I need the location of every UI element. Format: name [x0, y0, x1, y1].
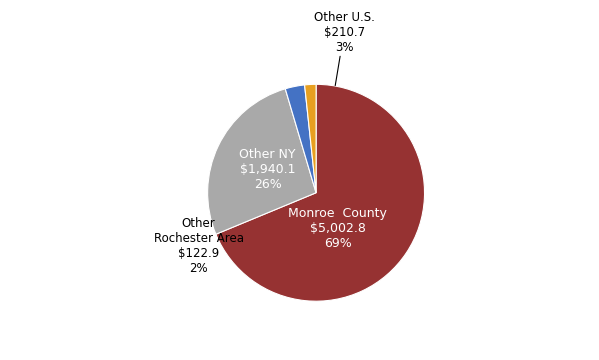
Text: Other
Rochester Area
$122.9
2%: Other Rochester Area $122.9 2% [154, 217, 244, 275]
Text: Other NY
$1,940.1
26%: Other NY $1,940.1 26% [240, 148, 296, 191]
Wedge shape [285, 85, 316, 193]
Wedge shape [216, 84, 425, 301]
Text: Other U.S.
$210.7
3%: Other U.S. $210.7 3% [314, 10, 374, 86]
Wedge shape [305, 84, 316, 193]
Text: Monroe  County
$5,002.8
69%: Monroe County $5,002.8 69% [288, 207, 387, 250]
Wedge shape [208, 89, 316, 234]
